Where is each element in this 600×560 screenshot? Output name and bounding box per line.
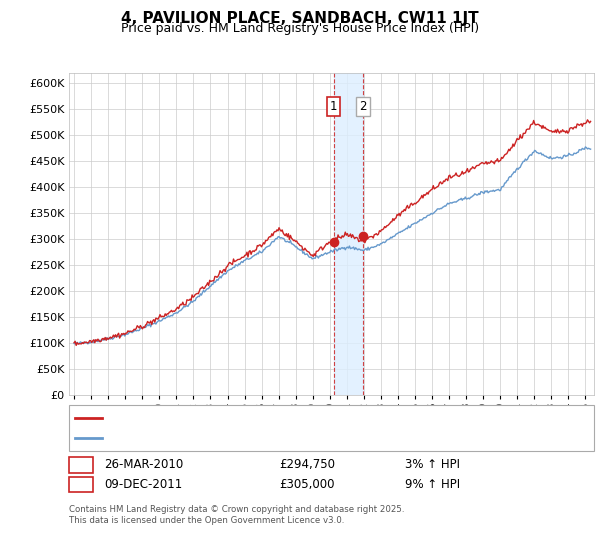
Text: £294,750: £294,750: [279, 458, 335, 472]
Bar: [334, 73, 363, 395]
Text: 2: 2: [359, 100, 367, 113]
Text: £305,000: £305,000: [279, 478, 335, 491]
Text: 09-DEC-2011: 09-DEC-2011: [104, 478, 182, 491]
Text: HPI: Average price, detached house, Cheshire East: HPI: Average price, detached house, Ches…: [107, 433, 371, 443]
Text: Price paid vs. HM Land Registry's House Price Index (HPI): Price paid vs. HM Land Registry's House …: [121, 22, 479, 35]
Text: 1: 1: [330, 100, 337, 113]
Text: 9% ↑ HPI: 9% ↑ HPI: [405, 478, 460, 491]
Text: 4, PAVILION PLACE, SANDBACH, CW11 1JT: 4, PAVILION PLACE, SANDBACH, CW11 1JT: [121, 11, 479, 26]
Text: 4, PAVILION PLACE, SANDBACH, CW11 1JT (detached house): 4, PAVILION PLACE, SANDBACH, CW11 1JT (d…: [107, 413, 421, 423]
Text: 2: 2: [77, 478, 85, 491]
Text: 26-MAR-2010: 26-MAR-2010: [104, 458, 183, 472]
Text: 1: 1: [77, 458, 85, 472]
Text: Contains HM Land Registry data © Crown copyright and database right 2025.
This d: Contains HM Land Registry data © Crown c…: [69, 505, 404, 525]
Text: 3% ↑ HPI: 3% ↑ HPI: [405, 458, 460, 472]
